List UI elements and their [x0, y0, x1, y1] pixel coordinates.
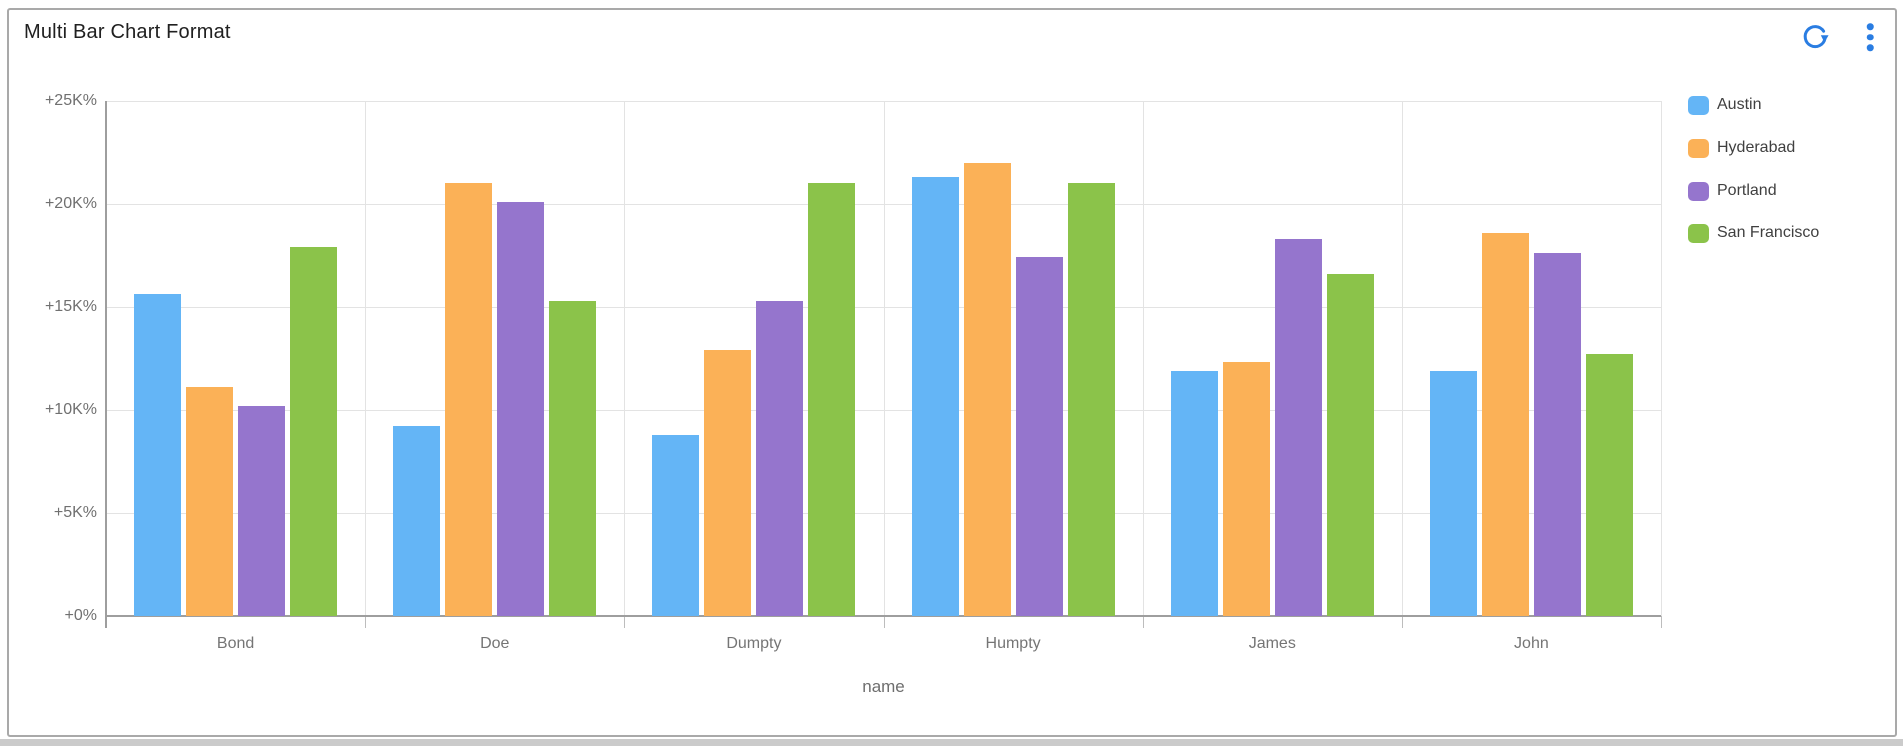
y-axis-label: +5K%	[53, 503, 97, 521]
legend-label: Portland	[1717, 182, 1777, 199]
x-axis-tick	[1142, 616, 1144, 628]
bar-san-francisco-dumpty[interactable]	[808, 183, 856, 616]
x-axis-tick	[1401, 616, 1403, 628]
y-axis-label: +10K%	[44, 400, 97, 418]
bar-san-francisco-humpty[interactable]	[1067, 183, 1115, 616]
legend-label: San Francisco	[1717, 224, 1820, 241]
legend-item-austin[interactable]: Austin	[1688, 94, 1761, 116]
v-gridline	[624, 100, 626, 616]
bar-portland-bond[interactable]	[238, 405, 286, 616]
bar-san-francisco-john[interactable]	[1585, 354, 1633, 616]
bar-hyderabad-james[interactable]	[1222, 362, 1270, 616]
legend-label: Hyderabad	[1717, 139, 1796, 156]
bar-san-francisco-bond[interactable]	[290, 247, 338, 616]
legend-label: Austin	[1717, 96, 1762, 113]
kebab-menu-icon	[1866, 23, 1874, 51]
bar-austin-doe[interactable]	[393, 426, 441, 616]
bar-austin-john[interactable]	[1429, 370, 1477, 616]
legend-swatch-icon	[1688, 138, 1709, 158]
legend-swatch-icon	[1688, 95, 1709, 115]
x-axis-category-label: Dumpty	[726, 635, 782, 652]
y-axis-line	[105, 100, 107, 628]
bar-portland-john[interactable]	[1533, 253, 1581, 616]
y-axis-label: +0%	[64, 607, 97, 624]
x-axis-category-label: Doe	[480, 635, 510, 652]
bar-austin-dumpty[interactable]	[652, 434, 700, 616]
bar-hyderabad-humpty[interactable]	[963, 162, 1011, 616]
x-axis-category-label: James	[1248, 635, 1296, 652]
x-axis-tick	[883, 616, 885, 628]
y-axis-label: +15K%	[44, 297, 97, 315]
page-background-strip	[0, 739, 1903, 746]
bar-hyderabad-dumpty[interactable]	[704, 350, 752, 616]
x-axis-title: name	[862, 677, 905, 696]
bar-austin-humpty[interactable]	[911, 176, 959, 616]
bar-hyderabad-bond[interactable]	[186, 387, 234, 616]
bar-portland-james[interactable]	[1274, 238, 1322, 616]
bar-austin-james[interactable]	[1170, 370, 1218, 616]
bar-hyderabad-john[interactable]	[1481, 232, 1529, 616]
x-axis-line	[106, 615, 1661, 617]
legend-swatch-icon	[1688, 223, 1709, 243]
bar-portland-doe[interactable]	[497, 201, 545, 616]
y-axis-label: +25K%	[44, 91, 97, 109]
v-gridline	[883, 100, 885, 616]
x-axis-category-label: Bond	[216, 635, 255, 652]
v-gridline	[365, 100, 367, 616]
legend-item-portland[interactable]: Portland	[1688, 180, 1777, 202]
v-gridline	[1142, 100, 1144, 616]
bar-san-francisco-james[interactable]	[1326, 273, 1374, 616]
x-axis-category-label: John	[1514, 635, 1549, 652]
v-gridline	[1661, 100, 1662, 616]
refresh-icon	[1798, 25, 1832, 57]
y-axis-label: +20K%	[44, 194, 97, 212]
legend-swatch-icon	[1688, 181, 1709, 201]
x-axis-tick	[365, 616, 367, 628]
bar-portland-humpty[interactable]	[1015, 257, 1063, 616]
chart-title: Multi Bar Chart Format	[24, 21, 231, 43]
bar-san-francisco-doe[interactable]	[549, 300, 597, 616]
x-axis-tick	[624, 616, 626, 628]
v-gridline	[1401, 100, 1403, 616]
menu-button[interactable]	[1853, 20, 1887, 54]
x-axis-tick	[1661, 616, 1662, 628]
bar-austin-bond[interactable]	[134, 294, 182, 616]
bar-portland-dumpty[interactable]	[756, 300, 804, 616]
legend-item-san-francisco[interactable]: San Francisco	[1688, 222, 1819, 244]
bar-hyderabad-doe[interactable]	[445, 183, 493, 616]
x-axis-category-label: Humpty	[985, 635, 1041, 652]
legend-item-hyderabad[interactable]: Hyderabad	[1688, 137, 1795, 159]
refresh-button[interactable]	[1798, 20, 1832, 54]
